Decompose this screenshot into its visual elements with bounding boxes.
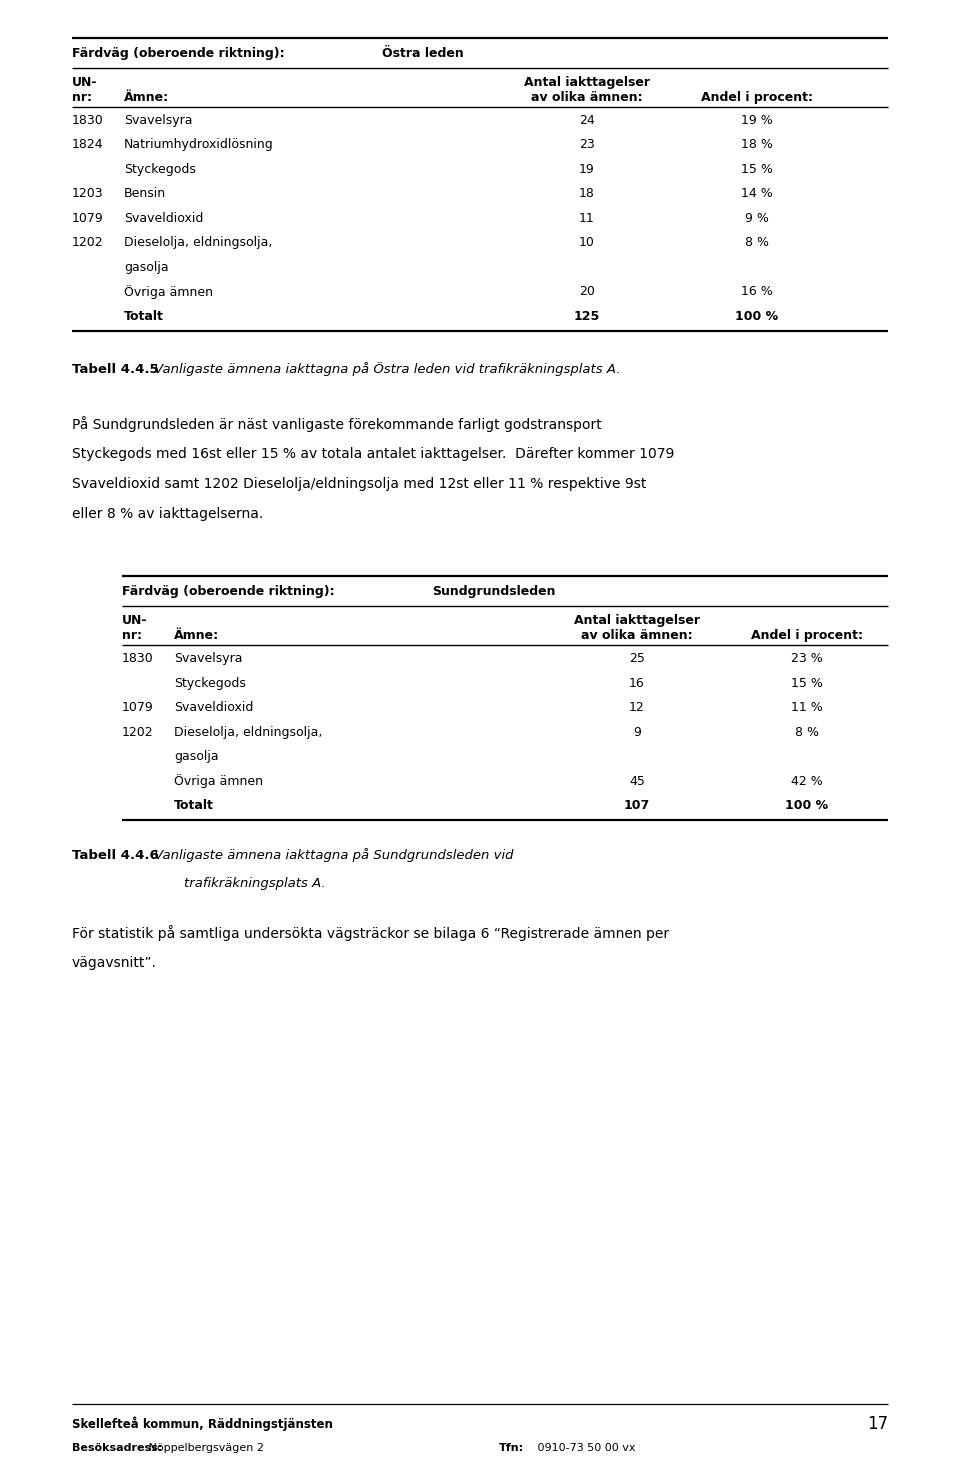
Text: 1202: 1202 <box>122 725 154 738</box>
Text: vägavsnitt”.: vägavsnitt”. <box>72 956 156 971</box>
Text: 25: 25 <box>629 652 645 665</box>
Text: 11 %: 11 % <box>791 702 823 713</box>
Text: av olika ämnen:: av olika ämnen: <box>531 91 643 104</box>
Text: UN-: UN- <box>122 614 148 627</box>
Text: Tfn:: Tfn: <box>499 1443 524 1453</box>
Text: Dieselolja, eldningsolja,: Dieselolja, eldningsolja, <box>124 237 273 250</box>
Text: Antal iakttagelser: Antal iakttagelser <box>574 614 700 627</box>
Text: Skellefteå kommun, Räddningstjänsten: Skellefteå kommun, Räddningstjänsten <box>72 1417 333 1431</box>
Text: Östra leden: Östra leden <box>382 47 464 60</box>
Text: Styckegods med 16st eller 15 % av totala antalet iakttagelser.  Därefter kommer : Styckegods med 16st eller 15 % av totala… <box>72 447 674 461</box>
Text: Svaveldioxid: Svaveldioxid <box>124 212 204 225</box>
Text: 1079: 1079 <box>72 212 104 225</box>
Text: Färdväg (oberoende riktning):: Färdväg (oberoende riktning): <box>122 585 335 598</box>
Text: 0910-73 50 00 vx: 0910-73 50 00 vx <box>534 1443 636 1453</box>
Text: 16: 16 <box>629 677 645 690</box>
Text: Bensin: Bensin <box>124 187 166 200</box>
Text: Styckegods: Styckegods <box>174 677 246 690</box>
Text: 19 %: 19 % <box>741 114 773 127</box>
Text: 100 %: 100 % <box>735 310 779 323</box>
Text: 18 %: 18 % <box>741 139 773 152</box>
Text: UN-: UN- <box>72 76 98 89</box>
Text: 107: 107 <box>624 800 650 813</box>
Text: Ämne:: Ämne: <box>174 629 219 642</box>
Text: 10: 10 <box>579 237 595 250</box>
Text: 8 %: 8 % <box>795 725 819 738</box>
Text: Antal iakttagelser: Antal iakttagelser <box>524 76 650 89</box>
Text: 45: 45 <box>629 775 645 788</box>
Text: gasolja: gasolja <box>174 750 219 763</box>
Text: 1830: 1830 <box>122 652 154 665</box>
Text: 1202: 1202 <box>72 237 104 250</box>
Text: Övriga ämnen: Övriga ämnen <box>124 285 213 298</box>
Text: 23: 23 <box>579 139 595 152</box>
Text: 18: 18 <box>579 187 595 200</box>
Text: 100 %: 100 % <box>785 800 828 813</box>
Text: Färdväg (oberoende riktning):: Färdväg (oberoende riktning): <box>72 47 284 60</box>
Text: 24: 24 <box>579 114 595 127</box>
Text: Tabell 4.4.5: Tabell 4.4.5 <box>72 363 158 376</box>
Text: Totalt: Totalt <box>124 310 164 323</box>
Text: Styckegods: Styckegods <box>124 162 196 175</box>
Text: trafikräkningsplats A.: trafikräkningsplats A. <box>150 877 325 890</box>
Text: 19: 19 <box>579 162 595 175</box>
Text: 1830: 1830 <box>72 114 104 127</box>
Text: nr:: nr: <box>72 91 92 104</box>
Text: 42 %: 42 % <box>791 775 823 788</box>
Text: 23 %: 23 % <box>791 652 823 665</box>
Text: 12: 12 <box>629 702 645 713</box>
Text: 20: 20 <box>579 285 595 298</box>
Text: Vanligaste ämnena iakttagna på Östra leden vid trafikräkningsplats A.: Vanligaste ämnena iakttagna på Östra led… <box>150 363 620 376</box>
Text: 15 %: 15 % <box>741 162 773 175</box>
Text: Andel i procent:: Andel i procent: <box>701 91 813 104</box>
Text: 125: 125 <box>574 310 600 323</box>
Text: Svavelsyra: Svavelsyra <box>174 652 243 665</box>
Text: 9 %: 9 % <box>745 212 769 225</box>
Text: 14 %: 14 % <box>741 187 773 200</box>
Text: Vanligaste ämnena iakttagna på Sundgrundsleden vid: Vanligaste ämnena iakttagna på Sundgrund… <box>150 848 514 863</box>
Text: Dieselolja, eldningsolja,: Dieselolja, eldningsolja, <box>174 725 323 738</box>
Text: Andel i procent:: Andel i procent: <box>751 629 863 642</box>
Text: Nöppelbergsvägen 2: Nöppelbergsvägen 2 <box>145 1443 264 1453</box>
Text: 1079: 1079 <box>122 702 154 713</box>
Text: 16 %: 16 % <box>741 285 773 298</box>
Text: Natriumhydroxidlösning: Natriumhydroxidlösning <box>124 139 274 152</box>
Text: På Sundgrundsleden är näst vanligaste förekommande farligt godstransport: På Sundgrundsleden är näst vanligaste fö… <box>72 417 602 433</box>
Text: nr:: nr: <box>122 629 142 642</box>
Text: 9: 9 <box>633 725 641 738</box>
Text: av olika ämnen:: av olika ämnen: <box>581 629 693 642</box>
Text: 1203: 1203 <box>72 187 104 200</box>
Text: 1824: 1824 <box>72 139 104 152</box>
Text: Ämne:: Ämne: <box>124 91 169 104</box>
Text: Svavelsyra: Svavelsyra <box>124 114 193 127</box>
Text: eller 8 % av iakttagelserna.: eller 8 % av iakttagelserna. <box>72 507 263 520</box>
Text: Besöksadress:: Besöksadress: <box>72 1443 162 1453</box>
Text: För statistik på samtliga undersökta vägsträckor se bilaga 6 “Registrerade ämnen: För statistik på samtliga undersökta väg… <box>72 925 669 942</box>
Text: 8 %: 8 % <box>745 237 769 250</box>
Text: Svaveldioxid samt 1202 Dieselolja/eldningsolja med 12st eller 11 % respektive 9s: Svaveldioxid samt 1202 Dieselolja/eldnin… <box>72 477 646 491</box>
Text: Svaveldioxid: Svaveldioxid <box>174 702 253 713</box>
Text: Tabell 4.4.6: Tabell 4.4.6 <box>72 849 158 863</box>
Text: Övriga ämnen: Övriga ämnen <box>174 775 263 788</box>
Text: gasolja: gasolja <box>124 262 169 273</box>
Text: Sundgrundsleden: Sundgrundsleden <box>432 585 556 598</box>
Text: 11: 11 <box>579 212 595 225</box>
Text: Totalt: Totalt <box>174 800 214 813</box>
Text: 17: 17 <box>867 1415 888 1433</box>
Text: 15 %: 15 % <box>791 677 823 690</box>
